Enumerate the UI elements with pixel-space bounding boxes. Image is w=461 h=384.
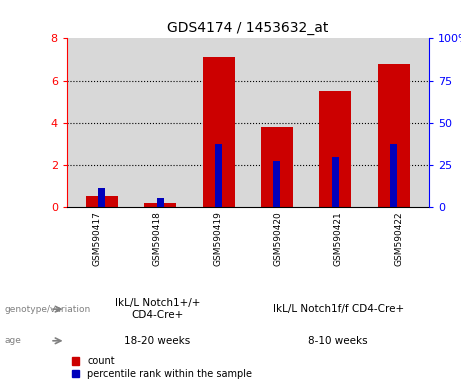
Legend: count, percentile rank within the sample: count, percentile rank within the sample <box>72 356 252 379</box>
Text: IkL/L Notch1+/+
CD4-Cre+: IkL/L Notch1+/+ CD4-Cre+ <box>115 298 200 320</box>
Bar <box>86 196 118 207</box>
Text: genotype/variation: genotype/variation <box>5 305 91 314</box>
Bar <box>98 189 106 207</box>
Text: GSM590417: GSM590417 <box>93 212 101 266</box>
Bar <box>273 161 280 207</box>
Bar <box>157 198 164 207</box>
Bar <box>261 127 293 207</box>
Bar <box>215 144 222 207</box>
Text: GSM590420: GSM590420 <box>273 212 283 266</box>
Bar <box>202 58 235 207</box>
Text: GSM590418: GSM590418 <box>153 212 162 266</box>
Bar <box>319 91 351 207</box>
Bar <box>144 203 176 207</box>
Bar <box>390 144 397 207</box>
Bar <box>378 64 410 207</box>
Text: IkL/L Notch1f/f CD4-Cre+: IkL/L Notch1f/f CD4-Cre+ <box>273 304 404 314</box>
Text: GSM590419: GSM590419 <box>213 212 222 266</box>
Text: 8-10 weeks: 8-10 weeks <box>308 336 368 346</box>
Text: age: age <box>5 336 22 345</box>
Text: 18-20 weeks: 18-20 weeks <box>124 336 190 346</box>
Bar <box>332 157 339 207</box>
Title: GDS4174 / 1453632_at: GDS4174 / 1453632_at <box>167 21 329 35</box>
Text: GSM590421: GSM590421 <box>334 212 343 266</box>
Text: GSM590422: GSM590422 <box>394 212 403 266</box>
